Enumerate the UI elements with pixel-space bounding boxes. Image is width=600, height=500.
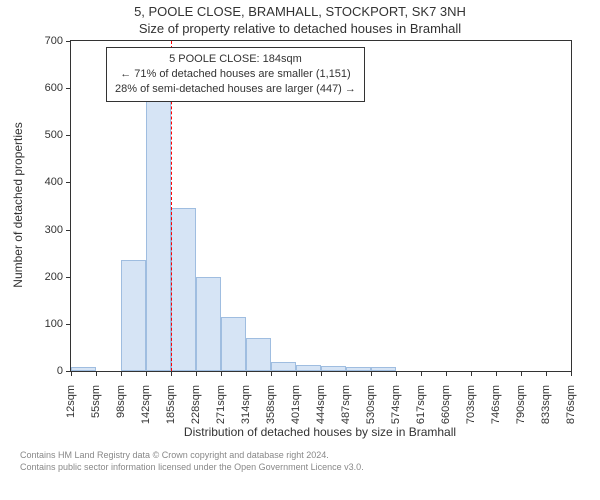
xtick-label: 703sqm [465, 385, 477, 424]
xtick-label: 98sqm [115, 385, 127, 418]
histogram-bar [371, 367, 396, 371]
xtick-label: 530sqm [365, 385, 377, 424]
xtick-line [196, 371, 197, 376]
ytick-label: 500 [45, 129, 63, 141]
histogram-bar [146, 93, 171, 371]
xtick-label: 12sqm [65, 385, 77, 418]
xtick-line [171, 371, 172, 376]
ytick-line [66, 230, 71, 231]
xtick-line [96, 371, 97, 376]
xtick-label: 746sqm [490, 385, 502, 424]
ytick-line [66, 41, 71, 42]
ytick-label: 400 [45, 176, 63, 188]
histogram-bar [171, 208, 196, 371]
ytick-label: 600 [45, 82, 63, 94]
xtick-line [396, 371, 397, 376]
chart-container: 5, POOLE CLOSE, BRAMHALL, STOCKPORT, SK7… [0, 0, 600, 500]
ytick-line [66, 277, 71, 278]
ytick-label: 300 [45, 224, 63, 236]
ytick-label: 0 [57, 365, 63, 377]
xtick-line [421, 371, 422, 376]
info-box-line-3: 28% of semi-detached houses are larger (… [115, 82, 356, 97]
footer-line-2: Contains public sector information licen… [20, 462, 364, 474]
histogram-bar [346, 367, 371, 371]
histogram-bar [71, 367, 96, 371]
histogram-bar [221, 317, 246, 371]
histogram-bar [196, 277, 221, 371]
y-axis-label: Number of detached properties [11, 122, 25, 287]
title-subtitle: Size of property relative to detached ho… [0, 19, 600, 36]
xtick-line [346, 371, 347, 376]
xtick-line [521, 371, 522, 376]
xtick-line [496, 371, 497, 376]
xtick-label: 142sqm [140, 385, 152, 424]
xtick-line [321, 371, 322, 376]
histogram-bar [321, 366, 346, 371]
xtick-line [121, 371, 122, 376]
xtick-label: 444sqm [315, 385, 327, 424]
xtick-label: 271sqm [215, 385, 227, 424]
x-axis-label: Distribution of detached houses by size … [70, 425, 570, 439]
xtick-line [371, 371, 372, 376]
info-box: 5 POOLE CLOSE: 184sqm← 71% of detached h… [106, 47, 365, 102]
histogram-bar [246, 338, 271, 371]
xtick-line [271, 371, 272, 376]
xtick-label: 487sqm [340, 385, 352, 424]
footer-line-1: Contains HM Land Registry data © Crown c… [20, 450, 364, 462]
histogram-bar [296, 365, 321, 371]
histogram-bar [271, 362, 296, 371]
ytick-label: 100 [45, 318, 63, 330]
xtick-line [446, 371, 447, 376]
xtick-label: 55sqm [90, 385, 102, 418]
ytick-line [66, 182, 71, 183]
xtick-label: 617sqm [415, 385, 427, 424]
plot-area: 010020030040050060070012sqm55sqm98sqm142… [70, 40, 572, 372]
xtick-label: 185sqm [165, 385, 177, 424]
xtick-label: 833sqm [540, 385, 552, 424]
xtick-line [71, 371, 72, 376]
xtick-line [571, 371, 572, 376]
xtick-label: 790sqm [515, 385, 527, 424]
xtick-label: 574sqm [390, 385, 402, 424]
ytick-line [66, 88, 71, 89]
ytick-line [66, 135, 71, 136]
title-address: 5, POOLE CLOSE, BRAMHALL, STOCKPORT, SK7… [0, 0, 600, 19]
xtick-line [146, 371, 147, 376]
xtick-line [246, 371, 247, 376]
xtick-line [296, 371, 297, 376]
xtick-line [471, 371, 472, 376]
ytick-label: 200 [45, 271, 63, 283]
ytick-line [66, 324, 71, 325]
xtick-label: 228sqm [190, 385, 202, 424]
xtick-line [221, 371, 222, 376]
xtick-label: 660sqm [440, 385, 452, 424]
xtick-label: 401sqm [290, 385, 302, 424]
xtick-label: 876sqm [565, 385, 577, 424]
ytick-label: 700 [45, 35, 63, 47]
xtick-line [546, 371, 547, 376]
xtick-label: 358sqm [265, 385, 277, 424]
footer-attribution: Contains HM Land Registry data © Crown c… [20, 450, 364, 473]
xtick-label: 314sqm [240, 385, 252, 424]
info-box-line-1: 5 POOLE CLOSE: 184sqm [115, 52, 356, 67]
histogram-bar [121, 260, 146, 371]
info-box-line-2: ← 71% of detached houses are smaller (1,… [115, 67, 356, 82]
